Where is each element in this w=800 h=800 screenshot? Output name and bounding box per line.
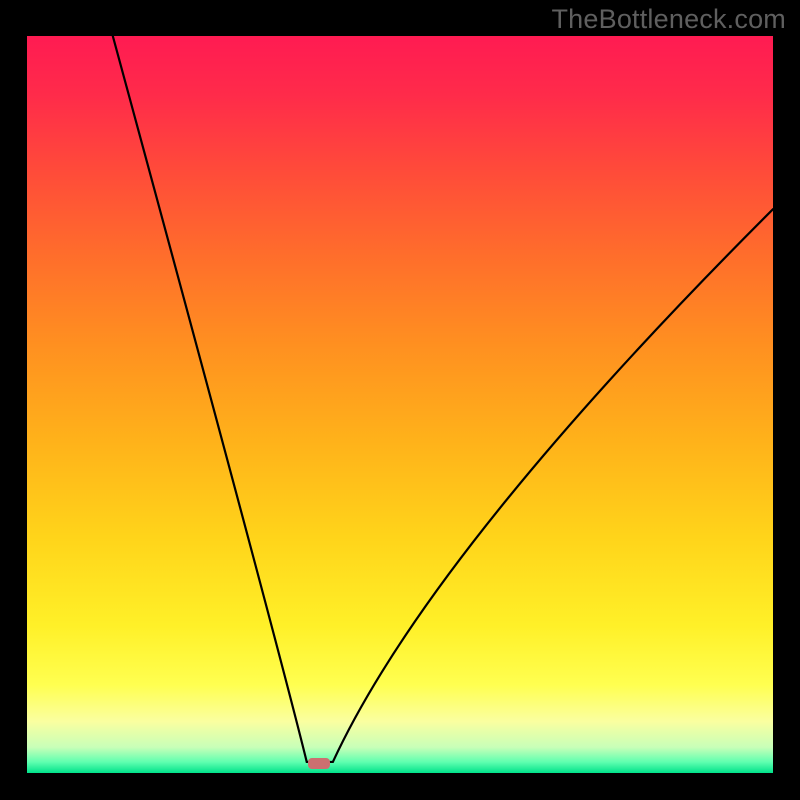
watermark-text: TheBottleneck.com <box>551 4 786 35</box>
optimum-marker <box>308 758 330 769</box>
chart-container: TheBottleneck.com <box>0 0 800 800</box>
gradient-plot-area <box>27 36 773 773</box>
